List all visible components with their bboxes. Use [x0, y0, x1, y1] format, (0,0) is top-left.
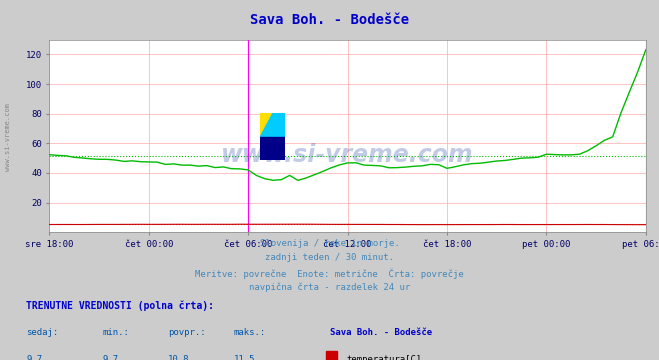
Text: navpična črta - razdelek 24 ur: navpična črta - razdelek 24 ur [249, 283, 410, 292]
Text: www.si-vreme.com: www.si-vreme.com [5, 103, 11, 171]
Text: Sava Boh. - Bodešče: Sava Boh. - Bodešče [330, 328, 432, 337]
Bar [260, 113, 273, 137]
Bar [273, 113, 285, 137]
Text: 9,7: 9,7 [26, 355, 42, 360]
Text: 11,5: 11,5 [234, 355, 256, 360]
Text: Slovenija / reke in morje.: Slovenija / reke in morje. [260, 239, 399, 248]
Text: Sava Boh. - Bodešče: Sava Boh. - Bodešče [250, 13, 409, 27]
Polygon shape [260, 113, 285, 137]
Text: min.:: min.: [102, 328, 129, 337]
Text: 9,7: 9,7 [102, 355, 118, 360]
Polygon shape [260, 137, 285, 160]
Text: maks.:: maks.: [234, 328, 266, 337]
Text: sedaj:: sedaj: [26, 328, 59, 337]
Text: www.si-vreme.com: www.si-vreme.com [221, 143, 474, 167]
Text: zadnji teden / 30 minut.: zadnji teden / 30 minut. [265, 253, 394, 262]
Text: TRENUTNE VREDNOSTI (polna črta):: TRENUTNE VREDNOSTI (polna črta): [26, 301, 214, 311]
Polygon shape [260, 113, 273, 137]
Text: temperatura[C]: temperatura[C] [346, 355, 421, 360]
Text: Meritve: povrečne  Enote: metrične  Črta: povrečje: Meritve: povrečne Enote: metrične Črta: … [195, 268, 464, 279]
Bar [260, 137, 273, 160]
Text: povpr.:: povpr.: [168, 328, 206, 337]
Text: 10,8: 10,8 [168, 355, 190, 360]
